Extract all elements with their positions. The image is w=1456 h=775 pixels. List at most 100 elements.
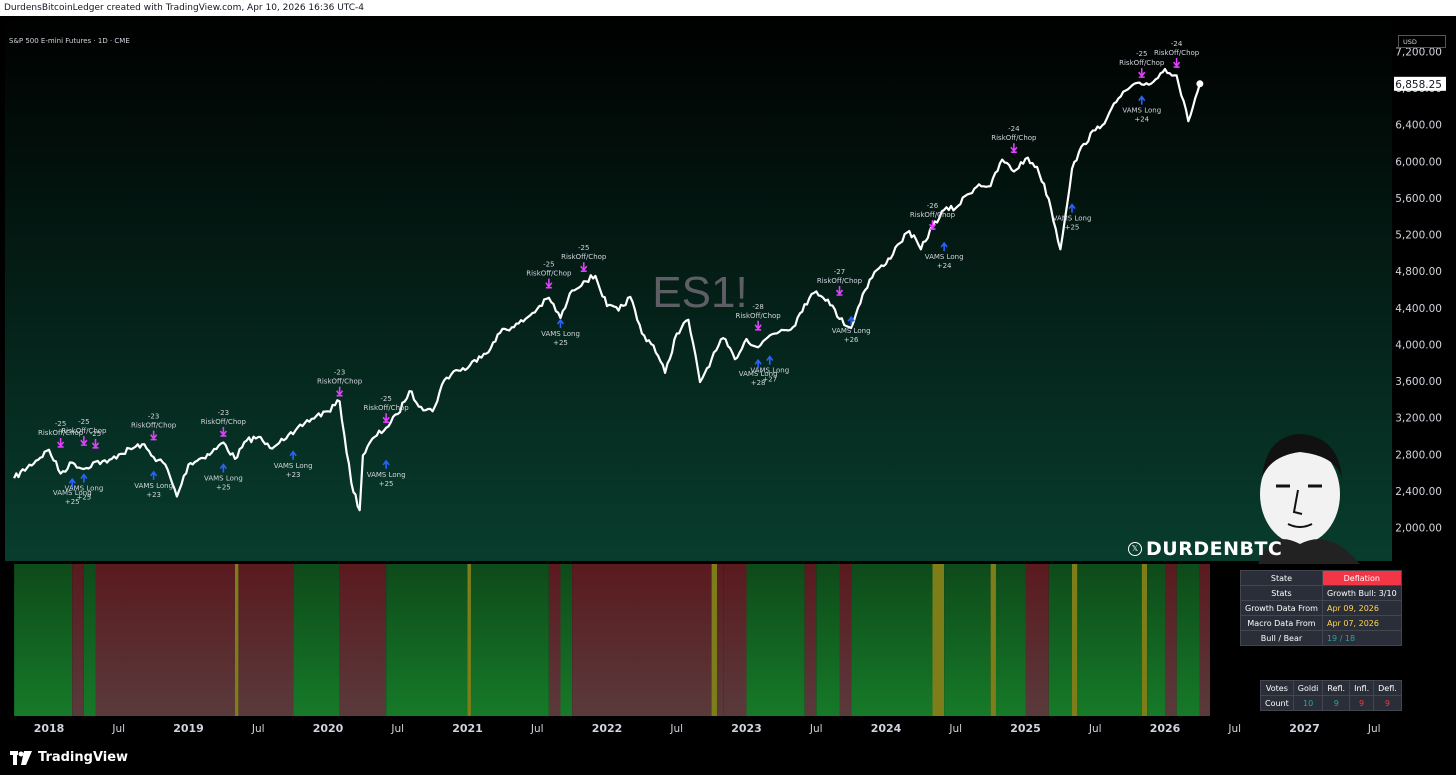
- riskoff-label: RiskOff/Chop: [201, 418, 247, 426]
- x-logo-icon: 𝕏: [1128, 542, 1142, 556]
- vams-long-label: +24: [937, 262, 952, 270]
- vams-long-arrow-icon: [68, 477, 76, 488]
- riskoff-label: -25: [543, 261, 554, 269]
- table-row: Count 10 9 9 9: [1260, 695, 1402, 711]
- time-tick-label: Jul: [111, 723, 125, 735]
- time-tick-label: Jul: [390, 723, 404, 735]
- time-axis[interactable]: 2018 Jul 2019 Jul 2020 Jul 2021 Jul 2022 Jul 2023 J…: [34, 722, 1381, 735]
- time-tick-label: Jul: [1088, 723, 1102, 735]
- riskoff-arrow-icon: [56, 437, 65, 448]
- time-tick-label: 2020: [313, 722, 344, 735]
- table-row: Growth Data From Apr 09, 2026: [1240, 600, 1402, 616]
- tradingview-logo-text: TradingView: [38, 750, 129, 765]
- vams-long-arrow-icon: [149, 470, 158, 480]
- vams-long-label: +28: [751, 379, 766, 387]
- riskoff-label: RiskOff/Chop: [61, 427, 107, 435]
- regime-band-bear: [548, 564, 561, 716]
- time-tick-label: 2023: [731, 722, 762, 735]
- riskoff-arrow-icon: [928, 220, 937, 230]
- vams-long-label: VAMS Long: [134, 482, 173, 490]
- regime-band-bull: [995, 564, 1026, 716]
- regime-band-bull: [14, 564, 73, 716]
- riskoff-arrow-icon: [1010, 143, 1018, 153]
- vams-long-arrow-icon: [1138, 95, 1146, 105]
- stats-value: Growth Bull: 3/10: [1321, 585, 1402, 601]
- regime-band-bull: [944, 564, 991, 716]
- last-price-marker: 6,858.25: [1196, 76, 1446, 91]
- symbol-title[interactable]: S&P 500 E-mini Futures · 1D · CME: [9, 37, 130, 45]
- regime-band-bear: [339, 564, 387, 716]
- regime-band-bull: [851, 564, 933, 716]
- regime-band-bear: [572, 564, 724, 716]
- price-chart[interactable]: 7,200.006,800.006,400.006,000.005,600.00…: [0, 16, 1456, 740]
- riskoff-label: RiskOff/Chop: [317, 378, 363, 386]
- time-tick-label: Jul: [1227, 723, 1241, 735]
- riskoff-label: RiskOff/Chop: [735, 312, 781, 320]
- regime-band-bull: [560, 564, 573, 716]
- vams-long-label: VAMS Long: [541, 330, 580, 338]
- stats-label: Stats: [1240, 585, 1323, 601]
- vams-long-label: +27: [762, 376, 777, 384]
- riskoff-label: -25: [1136, 50, 1147, 58]
- time-tick-label: 2018: [34, 722, 65, 735]
- regime-band-bear: [72, 564, 84, 716]
- price-tick-label: 3,600.00: [1395, 376, 1442, 388]
- votes-table: Votes Goldi Refl. Infl. Defl. Count 10 9…: [1260, 680, 1402, 711]
- infl-count: 9: [1349, 695, 1375, 711]
- vams-long-label: +23: [146, 491, 161, 499]
- regime-band-yellow: [1141, 564, 1148, 716]
- price-tick-label: 5,200.00: [1395, 230, 1442, 242]
- time-tick-label: Jul: [251, 723, 265, 735]
- riskoff-label: RiskOff/Chop: [1154, 49, 1200, 57]
- regime-band-bull: [83, 564, 96, 716]
- regime-band-bull: [1077, 564, 1142, 716]
- table-row: Macro Data From Apr 07, 2026: [1240, 615, 1402, 631]
- vams-long-label: VAMS Long: [204, 475, 243, 483]
- defl-count: 9: [1373, 695, 1402, 711]
- time-tick-label: 2025: [1010, 722, 1041, 735]
- riskoff-arrow-icon: [580, 262, 588, 272]
- goldi-header: Goldi: [1292, 680, 1324, 696]
- votes-header: Votes: [1260, 680, 1294, 696]
- riskoff-label: RiskOff/Chop: [910, 211, 956, 219]
- time-tick-label: 2026: [1150, 722, 1181, 735]
- riskoff-label: RiskOff/Chop: [38, 429, 84, 437]
- vams-long-label: VAMS Long: [64, 485, 103, 493]
- vams-long-label: +25: [1065, 224, 1080, 232]
- riskoff-arrow-icon: [80, 436, 88, 446]
- riskoff-label: -24: [1171, 40, 1183, 48]
- regime-band-bull: [1147, 564, 1165, 716]
- price-tick-label: 7,200.00: [1395, 47, 1442, 59]
- bull-bear-value: 19 / 18: [1321, 630, 1402, 646]
- riskoff-arrow-icon: [149, 430, 158, 441]
- vams-long-arrow-icon: [1068, 203, 1076, 213]
- price-tick-label: 4,000.00: [1395, 339, 1442, 351]
- table-row: Votes Goldi Refl. Infl. Defl.: [1260, 680, 1402, 696]
- vams-long-arrow-icon: [382, 459, 390, 469]
- currency-selector[interactable]: USD: [1398, 35, 1446, 48]
- price-tick-label: 5,600.00: [1395, 193, 1442, 205]
- time-tick-label: 2024: [871, 722, 902, 735]
- riskoff-arrow-icon: [835, 285, 844, 296]
- riskoff-label: RiskOff/Chop: [526, 270, 572, 278]
- time-tick-label: Jul: [1367, 723, 1381, 735]
- riskoff-label: -23: [148, 413, 159, 421]
- riskoff-label: RiskOff/Chop: [1119, 59, 1165, 67]
- price-line[interactable]: [13, 67, 1201, 512]
- riskoff-label: -26: [927, 202, 939, 210]
- regime-band-bear: [804, 564, 817, 716]
- riskoff-arrow-icon: [754, 320, 762, 331]
- refl-count: 9: [1322, 695, 1351, 711]
- regime-band-bear: [723, 564, 747, 716]
- vams-long-arrow-icon: [847, 315, 855, 326]
- vams-long-label: +25: [216, 484, 231, 492]
- vams-long-label: +25: [553, 339, 568, 347]
- riskoff-label: RiskOff/Chop: [991, 134, 1037, 142]
- state-value: Deflation: [1321, 570, 1402, 586]
- growth-data-label: Growth Data From: [1240, 600, 1323, 616]
- tradingview-logo-icon: [10, 750, 32, 765]
- vams-long-label: +24: [1134, 116, 1149, 124]
- chart-stage[interactable]: 7,200.006,800.006,400.006,000.005,600.00…: [0, 16, 1456, 740]
- regime-band-bear: [1025, 564, 1049, 716]
- regime-band-bull: [1176, 564, 1200, 716]
